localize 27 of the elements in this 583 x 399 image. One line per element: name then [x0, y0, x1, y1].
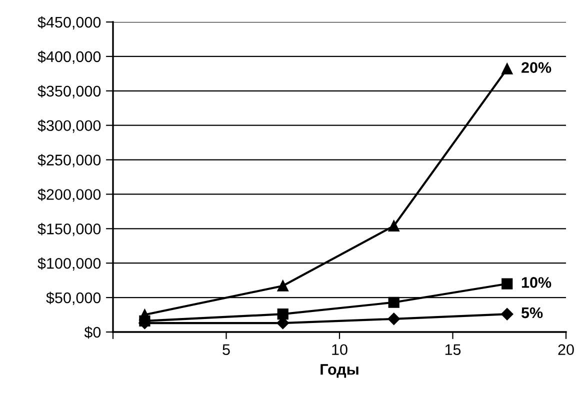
point: [502, 278, 513, 290]
point: [277, 280, 288, 292]
y-tick-label: $0: [84, 326, 101, 339]
y-tick-label: $400,000: [38, 50, 101, 64]
y-tick-label: $350,000: [38, 85, 101, 98]
y-tick-label: $50,000: [46, 292, 101, 306]
point: [388, 296, 400, 308]
x-tick-label: 10: [332, 344, 348, 356]
point: [139, 309, 150, 320]
series-label: 5%: [521, 307, 543, 318]
x-axis-title: Годы: [320, 364, 358, 378]
y-tick-label: $450,000: [38, 16, 101, 30]
x-tick-label: 5: [222, 344, 230, 356]
point: [388, 220, 400, 232]
series-label: 20%: [522, 62, 552, 73]
y-tick-label: $100,000: [38, 257, 101, 271]
x-tick-label: 15: [445, 344, 461, 356]
y-tick-label: $200,000: [38, 188, 101, 202]
y-tick-label: $300,000: [38, 120, 101, 133]
y-tick-label: $150,000: [38, 222, 101, 236]
series-label: 10%: [522, 277, 552, 288]
x-tick-label: 20: [558, 344, 574, 356]
y-tick-label: $250,000: [38, 154, 101, 168]
point: [502, 63, 513, 74]
point: [501, 308, 514, 320]
point: [277, 308, 288, 320]
point: [388, 312, 400, 326]
